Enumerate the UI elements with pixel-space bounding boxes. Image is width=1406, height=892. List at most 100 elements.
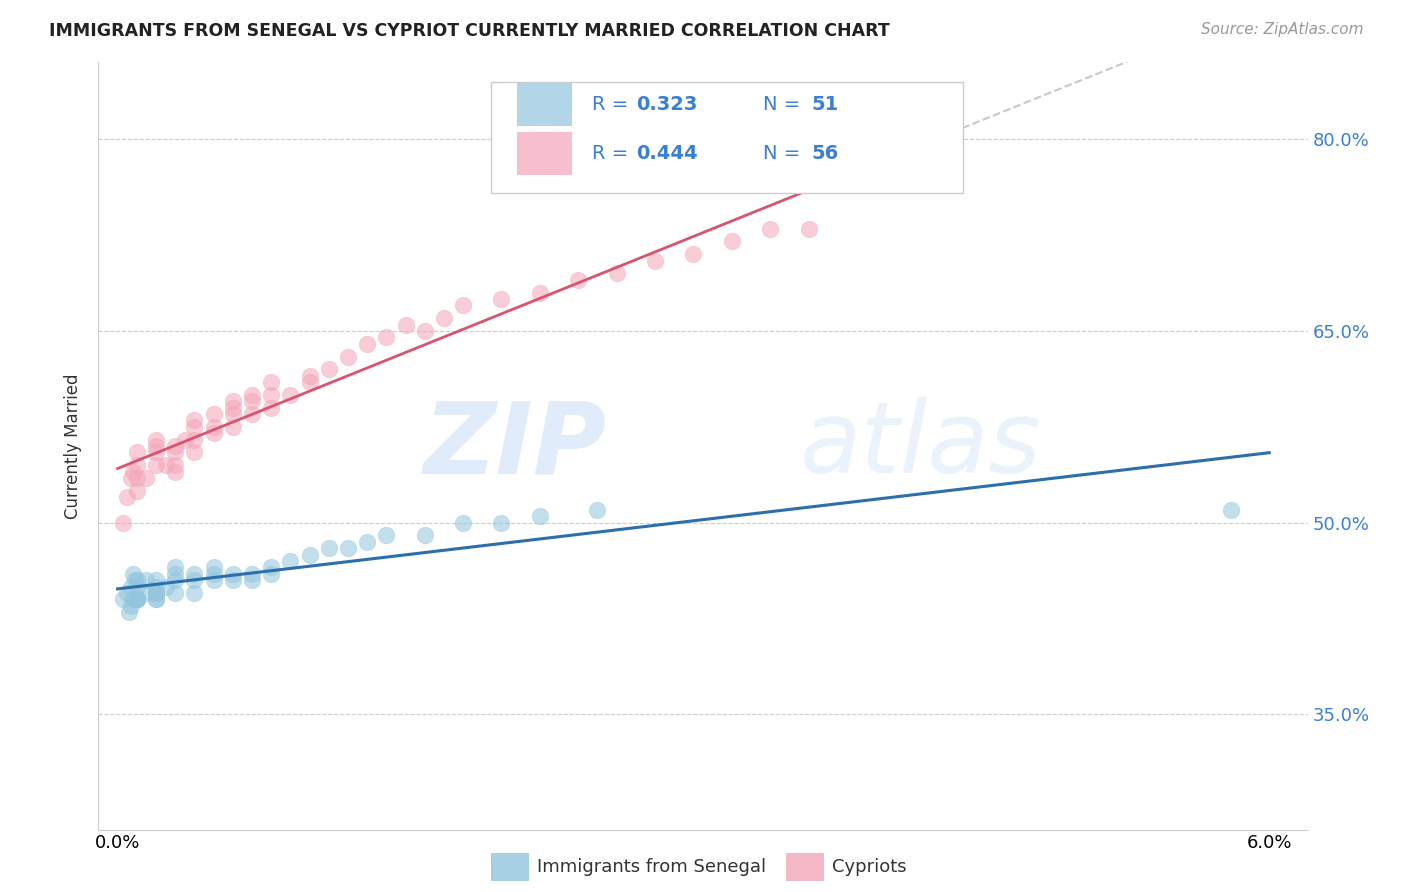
Text: IMMIGRANTS FROM SENEGAL VS CYPRIOT CURRENTLY MARRIED CORRELATION CHART: IMMIGRANTS FROM SENEGAL VS CYPRIOT CURRE… — [49, 22, 890, 40]
Point — [606, 267, 628, 281]
Point — [202, 407, 225, 421]
Point — [120, 580, 142, 594]
Point — [491, 516, 513, 530]
Point — [145, 580, 167, 594]
Point — [567, 273, 589, 287]
Point — [122, 566, 145, 581]
Point — [145, 439, 167, 453]
Point — [356, 535, 378, 549]
Point — [112, 592, 135, 607]
Text: 56: 56 — [811, 144, 839, 163]
Point — [759, 221, 782, 235]
Point — [115, 490, 138, 504]
Text: N =: N = — [763, 95, 800, 114]
Text: R =: R = — [592, 144, 628, 163]
Point — [222, 566, 245, 581]
Point — [240, 388, 263, 402]
Point — [145, 592, 167, 607]
Point — [125, 574, 148, 588]
Point — [145, 592, 167, 607]
Text: N =: N = — [763, 144, 800, 163]
Point — [155, 580, 177, 594]
Point — [165, 445, 187, 459]
Point — [413, 528, 436, 542]
Point — [280, 388, 302, 402]
Point — [120, 471, 142, 485]
Point — [145, 458, 167, 473]
Point — [122, 465, 145, 479]
Point — [375, 330, 398, 344]
Point — [222, 420, 245, 434]
Point — [125, 471, 148, 485]
Point — [125, 592, 148, 607]
Point — [124, 574, 146, 588]
Point — [240, 566, 263, 581]
Point — [318, 362, 340, 376]
Point — [165, 458, 187, 473]
Point — [183, 586, 205, 600]
Point — [125, 592, 148, 607]
Point — [260, 401, 283, 415]
Point — [240, 574, 263, 588]
Point — [280, 554, 302, 568]
Point — [797, 221, 820, 235]
Point — [529, 509, 551, 524]
Point — [298, 548, 321, 562]
Point — [145, 433, 167, 447]
Point — [202, 420, 225, 434]
Point — [173, 433, 195, 447]
Point — [298, 368, 321, 383]
Point — [183, 420, 205, 434]
FancyBboxPatch shape — [517, 83, 572, 127]
Point — [260, 560, 283, 574]
Point — [222, 394, 245, 409]
Point — [433, 311, 456, 326]
Point — [183, 433, 205, 447]
Point — [222, 407, 245, 421]
Point — [118, 605, 141, 619]
Point — [125, 458, 148, 473]
Point — [202, 426, 225, 441]
Point — [135, 586, 157, 600]
Point — [260, 566, 283, 581]
Point — [318, 541, 340, 556]
Point — [183, 445, 205, 459]
Point — [356, 336, 378, 351]
Point — [125, 592, 148, 607]
Point — [112, 516, 135, 530]
Point — [125, 445, 148, 459]
Point — [125, 592, 148, 607]
Point — [183, 413, 205, 427]
Point — [135, 471, 157, 485]
Text: Immigrants from Senegal: Immigrants from Senegal — [537, 858, 766, 876]
Text: R =: R = — [592, 95, 628, 114]
Point — [682, 247, 704, 261]
Point — [375, 528, 398, 542]
Point — [222, 401, 245, 415]
Point — [336, 350, 359, 364]
Point — [135, 574, 157, 588]
Point — [336, 541, 359, 556]
Text: 51: 51 — [811, 95, 839, 114]
Point — [451, 298, 474, 312]
Point — [165, 574, 187, 588]
Point — [413, 324, 436, 338]
Point — [202, 560, 225, 574]
Point — [240, 407, 263, 421]
Point — [155, 458, 177, 473]
Text: Cypriots: Cypriots — [832, 858, 907, 876]
Point — [298, 375, 321, 389]
FancyBboxPatch shape — [492, 81, 963, 193]
Point — [120, 599, 142, 613]
Y-axis label: Currently Married: Currently Married — [65, 373, 83, 519]
Point — [529, 285, 551, 300]
Point — [202, 574, 225, 588]
Point — [165, 439, 187, 453]
Point — [1219, 503, 1241, 517]
Point — [222, 574, 245, 588]
Point — [145, 574, 167, 588]
Point — [586, 503, 609, 517]
Point — [145, 445, 167, 459]
Point — [202, 566, 225, 581]
Point — [183, 566, 205, 581]
